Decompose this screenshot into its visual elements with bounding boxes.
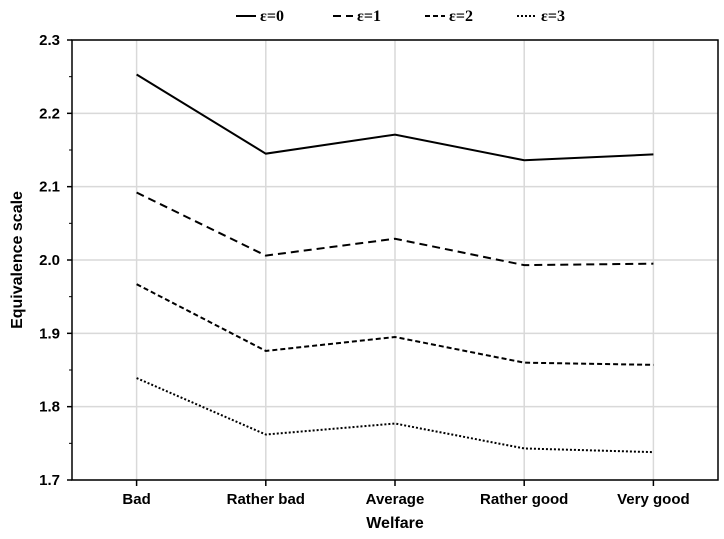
- y-tick-label: 1.7: [39, 472, 60, 489]
- legend-label: ε=1: [357, 8, 381, 25]
- legend-label: ε=0: [260, 8, 284, 25]
- legend-label: ε=2: [449, 8, 473, 25]
- legend-label: ε=3: [541, 8, 565, 25]
- series-line-1: [136, 191, 654, 267]
- grid: [72, 39, 718, 481]
- series-line-2: [136, 283, 654, 366]
- y-axis: 1.7 1.8 1.9 2.0 2.1 2.2 2.3: [39, 32, 72, 489]
- x-tick-label: Average: [366, 491, 425, 508]
- x-axis-title: Welfare: [366, 515, 424, 532]
- x-tick-label: Rather good: [480, 491, 568, 508]
- x-tick-label: Very good: [617, 491, 690, 508]
- x-tick-label: Bad: [122, 491, 150, 508]
- series-line-3: [136, 377, 654, 454]
- x-axis: Bad Rather bad Average Rather good Very good: [122, 480, 690, 508]
- series-group: [136, 73, 654, 454]
- y-tick-label: 2.2: [39, 105, 60, 122]
- series-line-0: [136, 73, 654, 162]
- y-tick-label: 1.8: [39, 399, 60, 416]
- y-tick-label: 1.9: [39, 325, 60, 342]
- x-tick-label: Rather bad: [227, 491, 305, 508]
- legend: ε=0 ε=1 ε=2 ε=3: [236, 8, 565, 25]
- y-axis-title: Equivalence scale: [9, 191, 26, 329]
- y-tick-label: 2.0: [39, 252, 60, 269]
- y-tick-label: 2.3: [39, 32, 60, 49]
- y-tick-label: 2.1: [39, 179, 60, 196]
